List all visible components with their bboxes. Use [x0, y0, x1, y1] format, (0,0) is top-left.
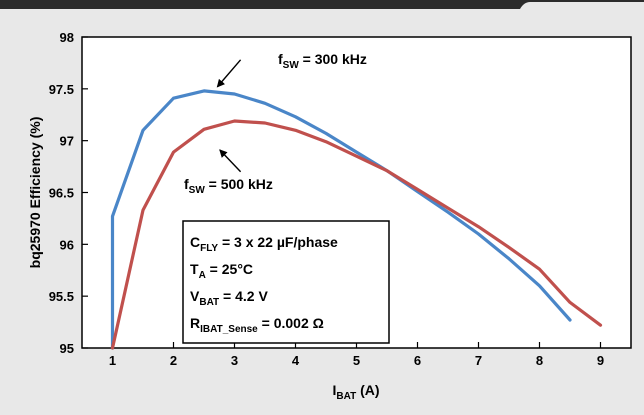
condition-r-ibat-sense-subscript: IBAT_Sense — [200, 324, 258, 335]
condition-t-a-symbol: T — [190, 261, 199, 277]
f-sw-300-label-value: = 300 kHz — [299, 51, 367, 67]
y-tick-label-97.5: 97.5 — [49, 82, 74, 97]
y-tick-label-96: 96 — [60, 237, 74, 252]
conditions-lines: CFLY = 3 x 22 µF/phase TA = 25°C VBAT = 4.… — [190, 234, 338, 335]
condition-v-bat-subscript: BAT — [199, 297, 219, 308]
conditions-box-border — [182, 220, 390, 344]
f-sw-300-label-subscript: SW — [283, 60, 300, 71]
x-axis-label-main: I — [332, 382, 336, 398]
y-tick-label-96.5: 96.5 — [49, 186, 74, 201]
x-tick-label-4: 4 — [292, 353, 300, 368]
condition-c-fly: CFLY = 3 x 22 µF/phase — [190, 234, 338, 254]
series-line-500khz — [110, 119, 603, 350]
f-sw-500-label-symbol: f — [184, 176, 189, 192]
condition-r-ibat-sense-value: = 0.002 Ω — [258, 315, 324, 331]
y-tick-label-98: 98 — [60, 30, 74, 45]
top-banner — [0, 0, 644, 9]
condition-t-a-value: = 25°C — [206, 261, 253, 277]
condition-v-bat-symbol: V — [190, 288, 200, 304]
series-lines — [110, 89, 603, 350]
x-tick-label-2: 2 — [170, 353, 177, 368]
x-tick-label-5: 5 — [353, 353, 360, 368]
f-sw-300-label-arrow — [216, 59, 242, 88]
axis-ticks: 1 2 3 4 5 6 7 8 9 95 95.5 96 96.5 97 97.5 98 — [49, 30, 604, 368]
x-axis-label: IBAT (A) — [332, 382, 379, 402]
f-sw-300-label: fSW = 300 kHz — [278, 51, 367, 71]
x-tick-label-7: 7 — [475, 353, 482, 368]
condition-v-bat: VBAT = 4.2 V — [190, 288, 268, 308]
condition-c-fly-value: = 3 x 22 µF/phase — [218, 234, 338, 250]
x-tick-label-9: 9 — [597, 353, 604, 368]
y-tick-label-97: 97 — [60, 134, 74, 149]
x-axis-label-unit: (A) — [356, 382, 379, 398]
x-tick-label-6: 6 — [414, 353, 421, 368]
conditions-box: CFLY = 3 x 22 µF/phase TA = 25°C VBAT = 4.… — [182, 220, 390, 344]
f-sw-500-label: fSW = 500 kHz — [184, 176, 273, 196]
condition-t-a: TA = 25°C — [190, 261, 253, 281]
condition-r-ibat-sense: RIBAT_Sense = 0.002 Ω — [190, 315, 324, 335]
f-sw-500-label-arrow — [219, 149, 242, 173]
condition-r-ibat-sense-symbol: R — [190, 315, 200, 331]
y-axis-label: bq25970 Efficiency (%) — [27, 117, 43, 269]
condition-v-bat-value: = 4.2 V — [219, 288, 268, 304]
y-tick-label-95: 95 — [60, 341, 74, 356]
series-line-300khz — [110, 89, 572, 350]
y-tick-label-95.5: 95.5 — [49, 289, 74, 304]
condition-c-fly-subscript: FLY — [200, 243, 218, 254]
f-sw-500-label-value: = 500 kHz — [205, 176, 273, 192]
f-sw-500-label-subscript: SW — [189, 185, 206, 196]
x-tick-label-3: 3 — [231, 353, 238, 368]
x-tick-label-8: 8 — [536, 353, 543, 368]
condition-t-a-subscript: A — [199, 270, 206, 281]
f-sw-300-label-symbol: f — [278, 51, 283, 67]
condition-c-fly-symbol: C — [190, 234, 200, 250]
x-axis-label-sub: BAT — [336, 391, 356, 402]
x-tick-label-1: 1 — [109, 353, 116, 368]
